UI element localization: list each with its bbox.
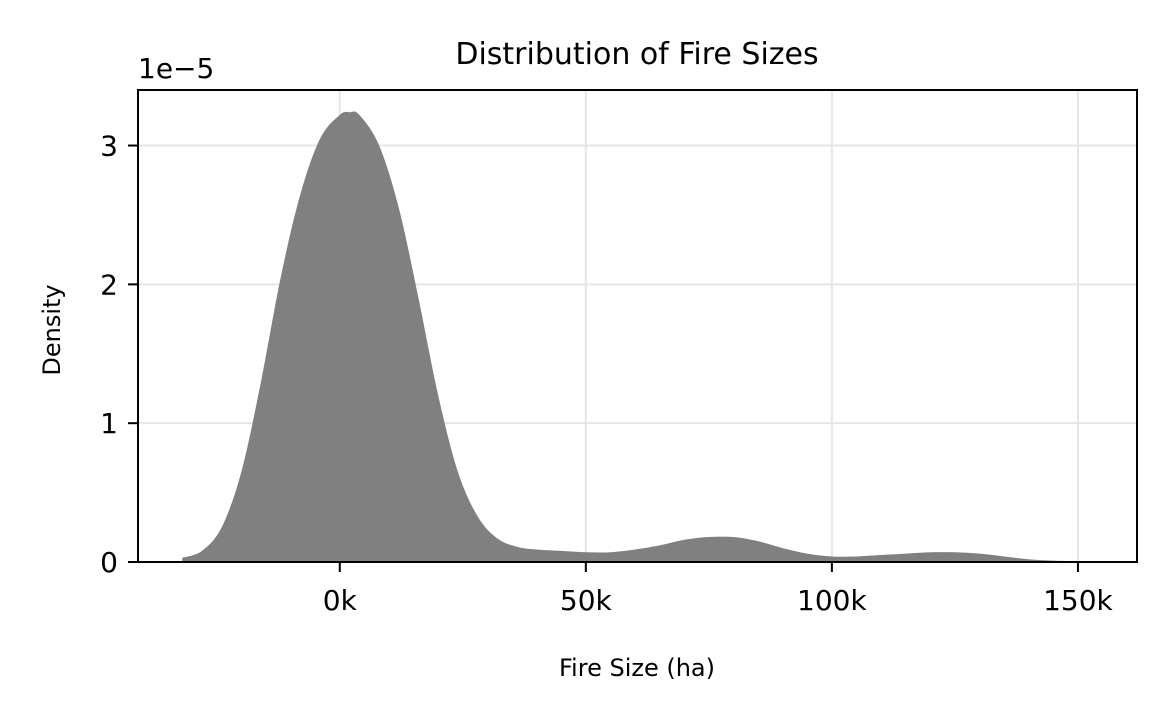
x-tick-label: 50k xyxy=(560,584,613,617)
y-tick-label: 3 xyxy=(100,130,118,163)
y-tick-label: 1 xyxy=(100,407,118,440)
y-tick-label: 0 xyxy=(100,546,118,579)
plot-frame xyxy=(137,89,1138,563)
y-axis-offset-label: 1e−5 xyxy=(138,52,214,85)
x-tick-label: 150k xyxy=(1043,584,1113,617)
y-axis-ticks: 0 1 2 3 xyxy=(100,130,138,579)
x-tick-label: 100k xyxy=(797,584,867,617)
x-tick-label: 0k xyxy=(323,584,358,617)
y-tick-label: 2 xyxy=(100,268,118,301)
chart-title: Distribution of Fire Sizes xyxy=(455,37,818,72)
y-axis-label: Density xyxy=(38,284,66,375)
density-area xyxy=(182,111,1093,563)
x-axis-label: Fire Size (ha) xyxy=(559,654,715,682)
density-area-layer xyxy=(182,111,1093,563)
x-axis-ticks: 0k 50k 100k 150k xyxy=(323,562,1114,617)
